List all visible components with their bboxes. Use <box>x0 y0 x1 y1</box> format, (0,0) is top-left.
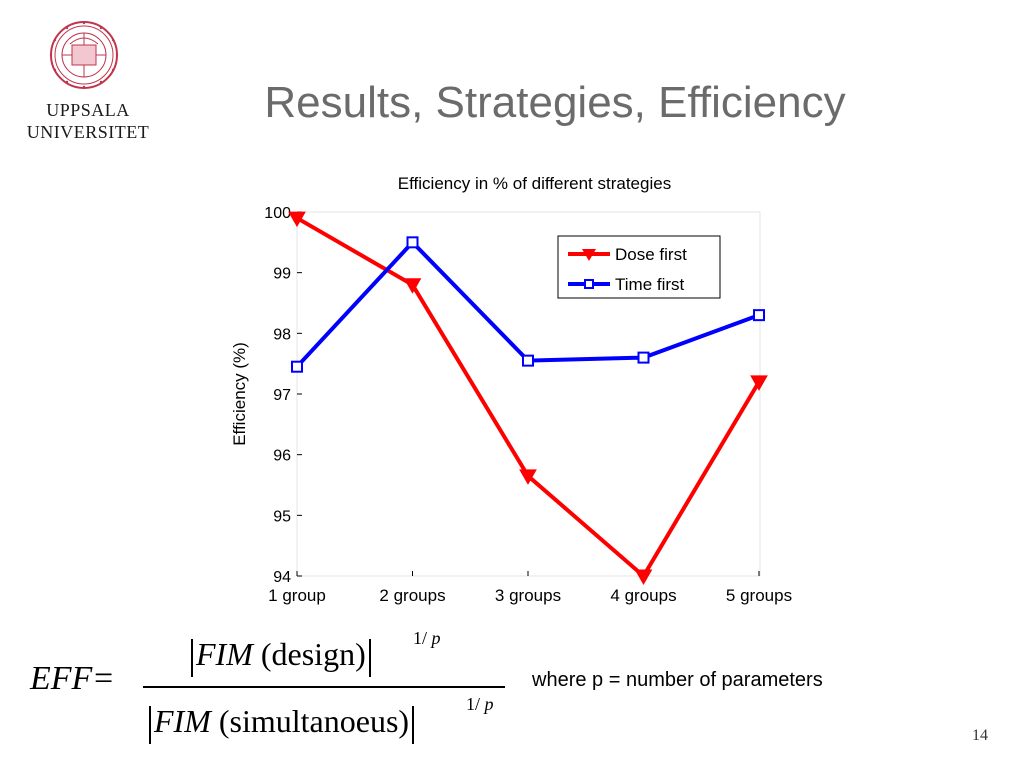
x-tick-label: 4 groups <box>610 586 676 605</box>
legend-label: Time first <box>615 275 685 294</box>
page-number: 14 <box>972 727 988 744</box>
university-name-line1: UPPSALA <box>46 100 130 120</box>
data-point-time-first <box>406 236 419 249</box>
y-tick-label: 99 <box>273 266 291 283</box>
numerator-exponent: 1/ p <box>413 628 441 648</box>
data-point-dose-first <box>750 375 768 391</box>
denominator-exponent: 1/ p <box>466 694 494 714</box>
numerator-arg: (design) <box>260 636 366 672</box>
y-tick-label: 100 <box>264 205 291 222</box>
formula-lhs: EFF <box>30 660 93 697</box>
chart-title: Efficiency in % of different strategies <box>398 174 671 193</box>
university-name-line2: UNIVERSITET <box>26 122 150 142</box>
university-logo <box>0 0 180 160</box>
denominator-fim: FIM <box>154 703 211 739</box>
y-tick-label: 95 <box>273 508 291 525</box>
x-tick-label: 3 groups <box>495 586 561 605</box>
x-tick-label: 1 group <box>268 586 326 605</box>
uppsala-university-seal-icon <box>49 21 119 89</box>
legend-marker <box>584 279 594 289</box>
legend-marker <box>582 249 596 261</box>
denominator-arg: (simultanoeus) <box>218 703 410 739</box>
y-tick-label: 98 <box>273 326 291 343</box>
x-tick-label: 5 groups <box>726 586 792 605</box>
y-tick-label: 94 <box>273 569 291 586</box>
y-tick-label: 97 <box>273 387 291 404</box>
data-point-time-first <box>753 309 765 322</box>
data-point-time-first <box>637 351 650 364</box>
data-point-time-first <box>291 360 303 373</box>
y-axis-label: Efficiency (%) <box>230 342 249 446</box>
x-tick-label: 2 groups <box>379 586 445 605</box>
numerator-fim: FIM <box>196 636 253 672</box>
y-tick-label: 96 <box>273 448 291 465</box>
data-point-dose-first <box>288 211 306 228</box>
formula-equals: = <box>94 660 114 697</box>
formula-numerator: FIM (design) <box>188 636 374 677</box>
fraction-line <box>143 686 505 688</box>
formula-denominator: FIM (simultanoeus) <box>146 703 417 744</box>
data-point-dose-first <box>634 569 653 586</box>
data-point-dose-first <box>403 278 422 294</box>
legend-label: Dose first <box>615 245 687 264</box>
formula-note: where p = number of parameters <box>532 669 823 691</box>
slide-title: Results, Strategies, Efficiency <box>264 78 846 127</box>
data-point-time-first <box>522 354 534 367</box>
data-point-dose-first <box>519 469 537 485</box>
